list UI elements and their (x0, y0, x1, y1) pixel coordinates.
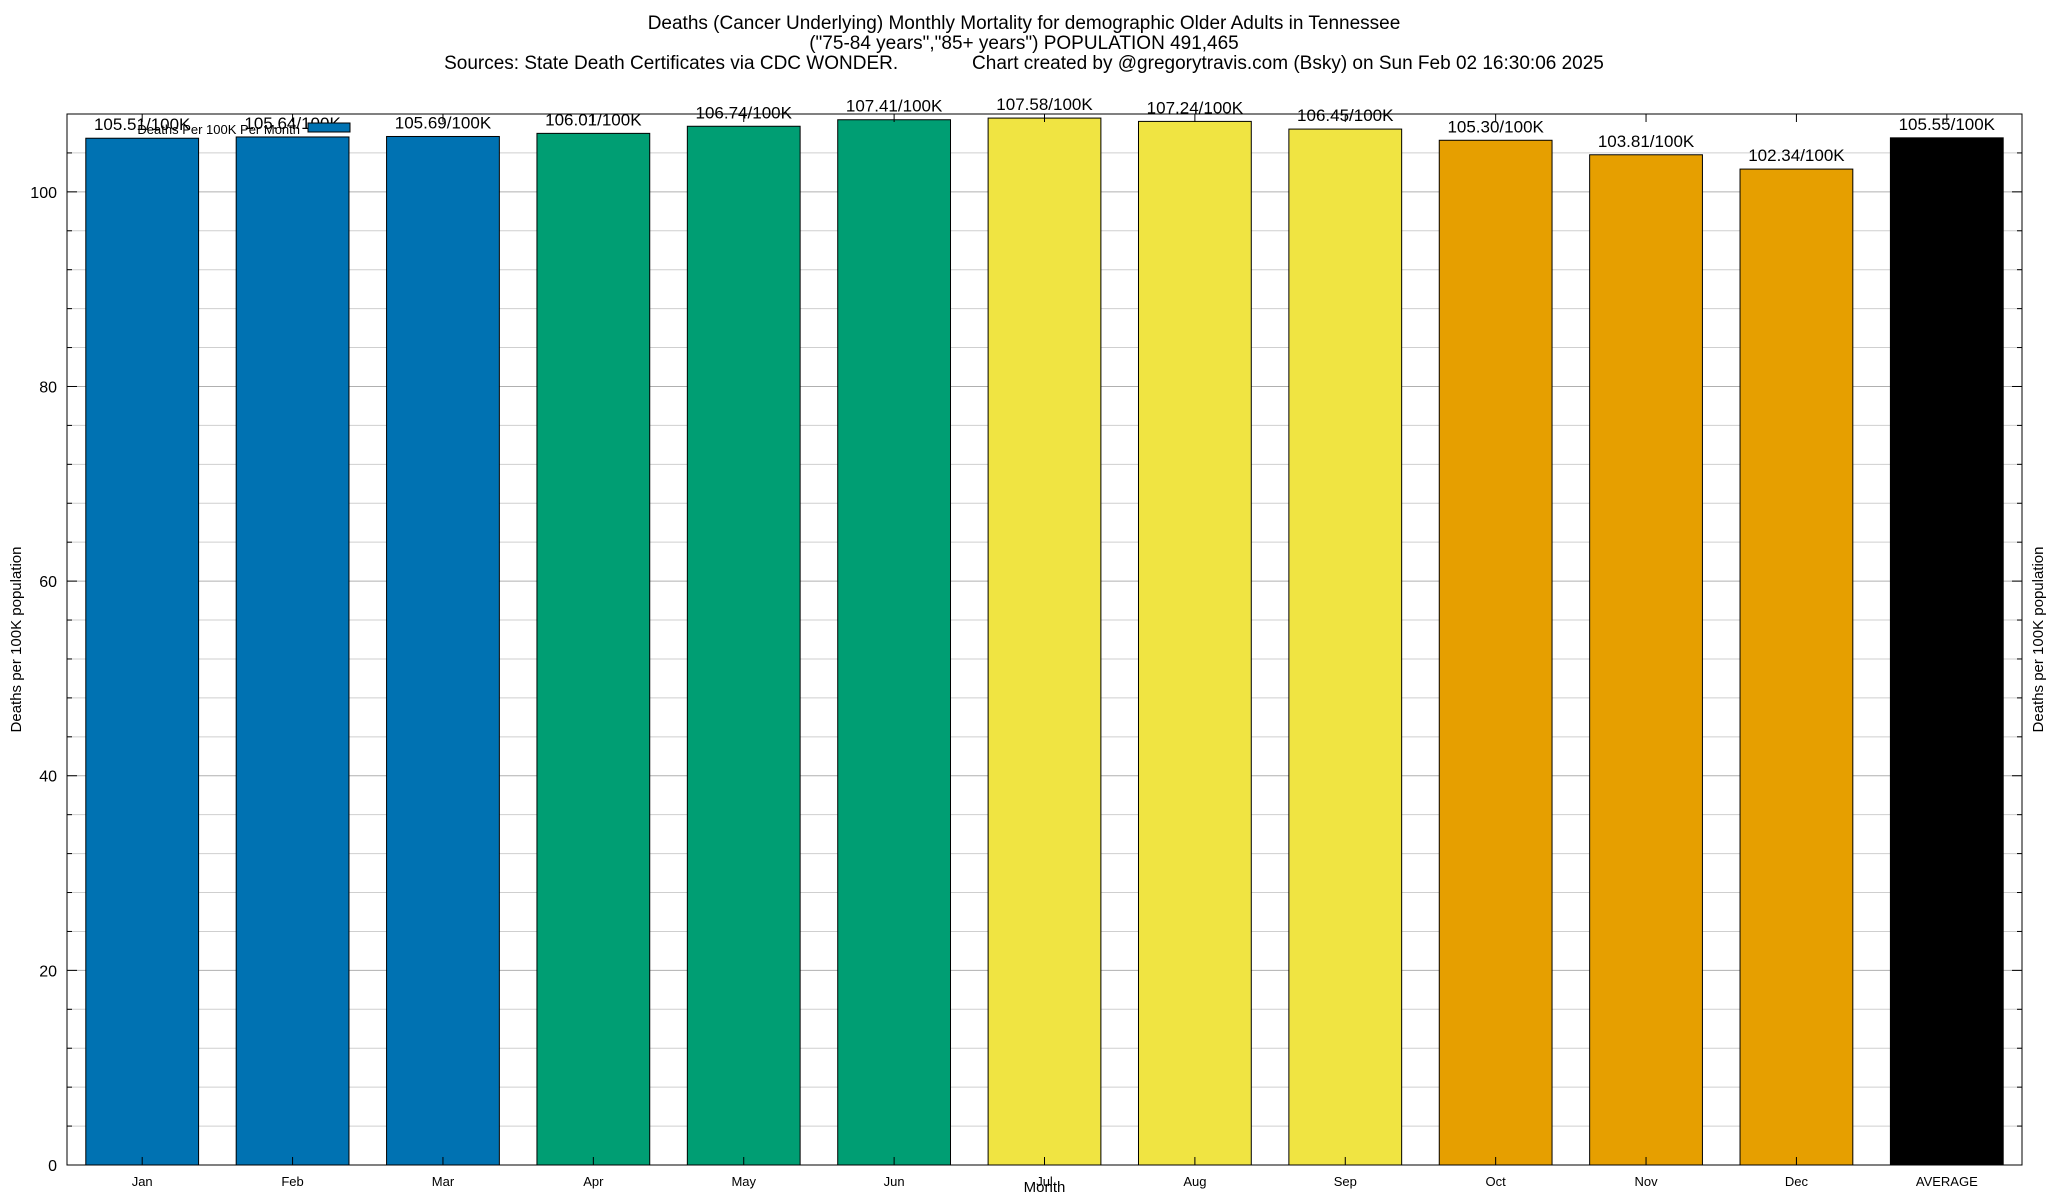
x-tick-label: Apr (583, 1174, 604, 1189)
bar-feb (235, 136, 350, 1166)
bar-aug (1137, 120, 1252, 1166)
chart-source-line: Sources: State Death Certificates via CD… (444, 53, 1604, 74)
x-tick-label: Dec (1785, 1174, 1809, 1189)
legend: Deaths Per 100K Per Month (137, 122, 351, 137)
x-tick-label: May (731, 1174, 756, 1189)
bar-sep (1288, 128, 1403, 1166)
x-tick-label: Oct (1486, 1174, 1507, 1189)
bar-dec (1739, 168, 1854, 1166)
bar-apr (536, 132, 651, 1166)
x-tick-label: Jun (884, 1174, 905, 1189)
legend-swatch (307, 122, 351, 133)
data-label: 107.24/100K (1147, 98, 1244, 117)
data-label: 106.01/100K (545, 110, 642, 129)
y2-axis-title: Deaths per 100K population (2030, 547, 2047, 733)
bar-oct (1438, 139, 1553, 1166)
data-label: 103.81/100K (1598, 132, 1695, 151)
x-tick-label: Aug (1183, 1174, 1206, 1189)
y-axis-title: Deaths per 100K population (8, 547, 25, 733)
data-label: 105.30/100K (1447, 117, 1544, 136)
x-axis-category-labels: Jan Feb Mar Apr May Jun Jul Aug Sep Oct Nov Dec AVER… (132, 114, 1978, 1189)
x-tick-label: Sep (1334, 1174, 1357, 1189)
y-tick-label: 100 (30, 185, 57, 202)
data-label: 102.34/100K (1748, 146, 1845, 165)
bar-jun (837, 119, 952, 1166)
data-labels: 105.51/100K 105.64/100K 105.69/100K 106.01/… (94, 95, 1996, 165)
y-tick-label: 20 (39, 963, 57, 980)
bar-nov (1589, 154, 1703, 1166)
x-axis-title: Month (1024, 1179, 1066, 1196)
data-label: 107.58/100K (996, 95, 1093, 114)
y-tick-label: 0 (48, 1158, 57, 1175)
x-tick-label: Nov (1634, 1174, 1658, 1189)
data-label: 105.69/100K (395, 113, 492, 132)
bars (85, 117, 2004, 1166)
y-tick-label: 80 (39, 379, 57, 396)
data-label: 105.51/100K (94, 115, 191, 134)
chart-title: Deaths (Cancer Underlying) Monthly Morta… (647, 13, 1401, 34)
legend-label: Deaths Per 100K Per Month (137, 122, 300, 137)
x-tick-label: AVERAGE (1916, 1174, 1978, 1189)
x-tick-label: Feb (281, 1174, 303, 1189)
bar-jan (85, 137, 200, 1166)
x-tick-label: Jul (1036, 1174, 1053, 1189)
bar-jul (987, 117, 1102, 1166)
chart-subtitle: ("75-84 years","85+ years") POPULATION 4… (809, 33, 1239, 54)
y-tick-label: 40 (39, 769, 57, 786)
data-label: 106.74/100K (696, 103, 793, 122)
data-label: 107.41/100K (846, 97, 943, 116)
bar-may (686, 125, 801, 1166)
x-tick-label: Mar (432, 1174, 455, 1189)
y-axis-ticks: 0 20 40 60 80 100 (30, 113, 2022, 1175)
data-label: 105.55/100K (1899, 115, 1996, 134)
bar-mar (386, 135, 500, 1166)
data-label: 106.45/100K (1297, 106, 1394, 125)
y-tick-label: 60 (39, 574, 57, 591)
bar-average (1889, 137, 2004, 1166)
x-tick-label: Jan (132, 1174, 153, 1189)
